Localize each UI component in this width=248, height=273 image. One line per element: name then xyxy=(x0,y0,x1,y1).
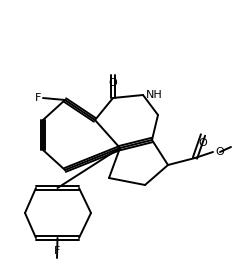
Text: F: F xyxy=(54,246,60,256)
Text: O: O xyxy=(109,78,117,88)
Text: O: O xyxy=(215,147,224,157)
Text: F: F xyxy=(35,93,41,103)
Text: NH: NH xyxy=(146,90,163,100)
Text: O: O xyxy=(199,138,207,148)
